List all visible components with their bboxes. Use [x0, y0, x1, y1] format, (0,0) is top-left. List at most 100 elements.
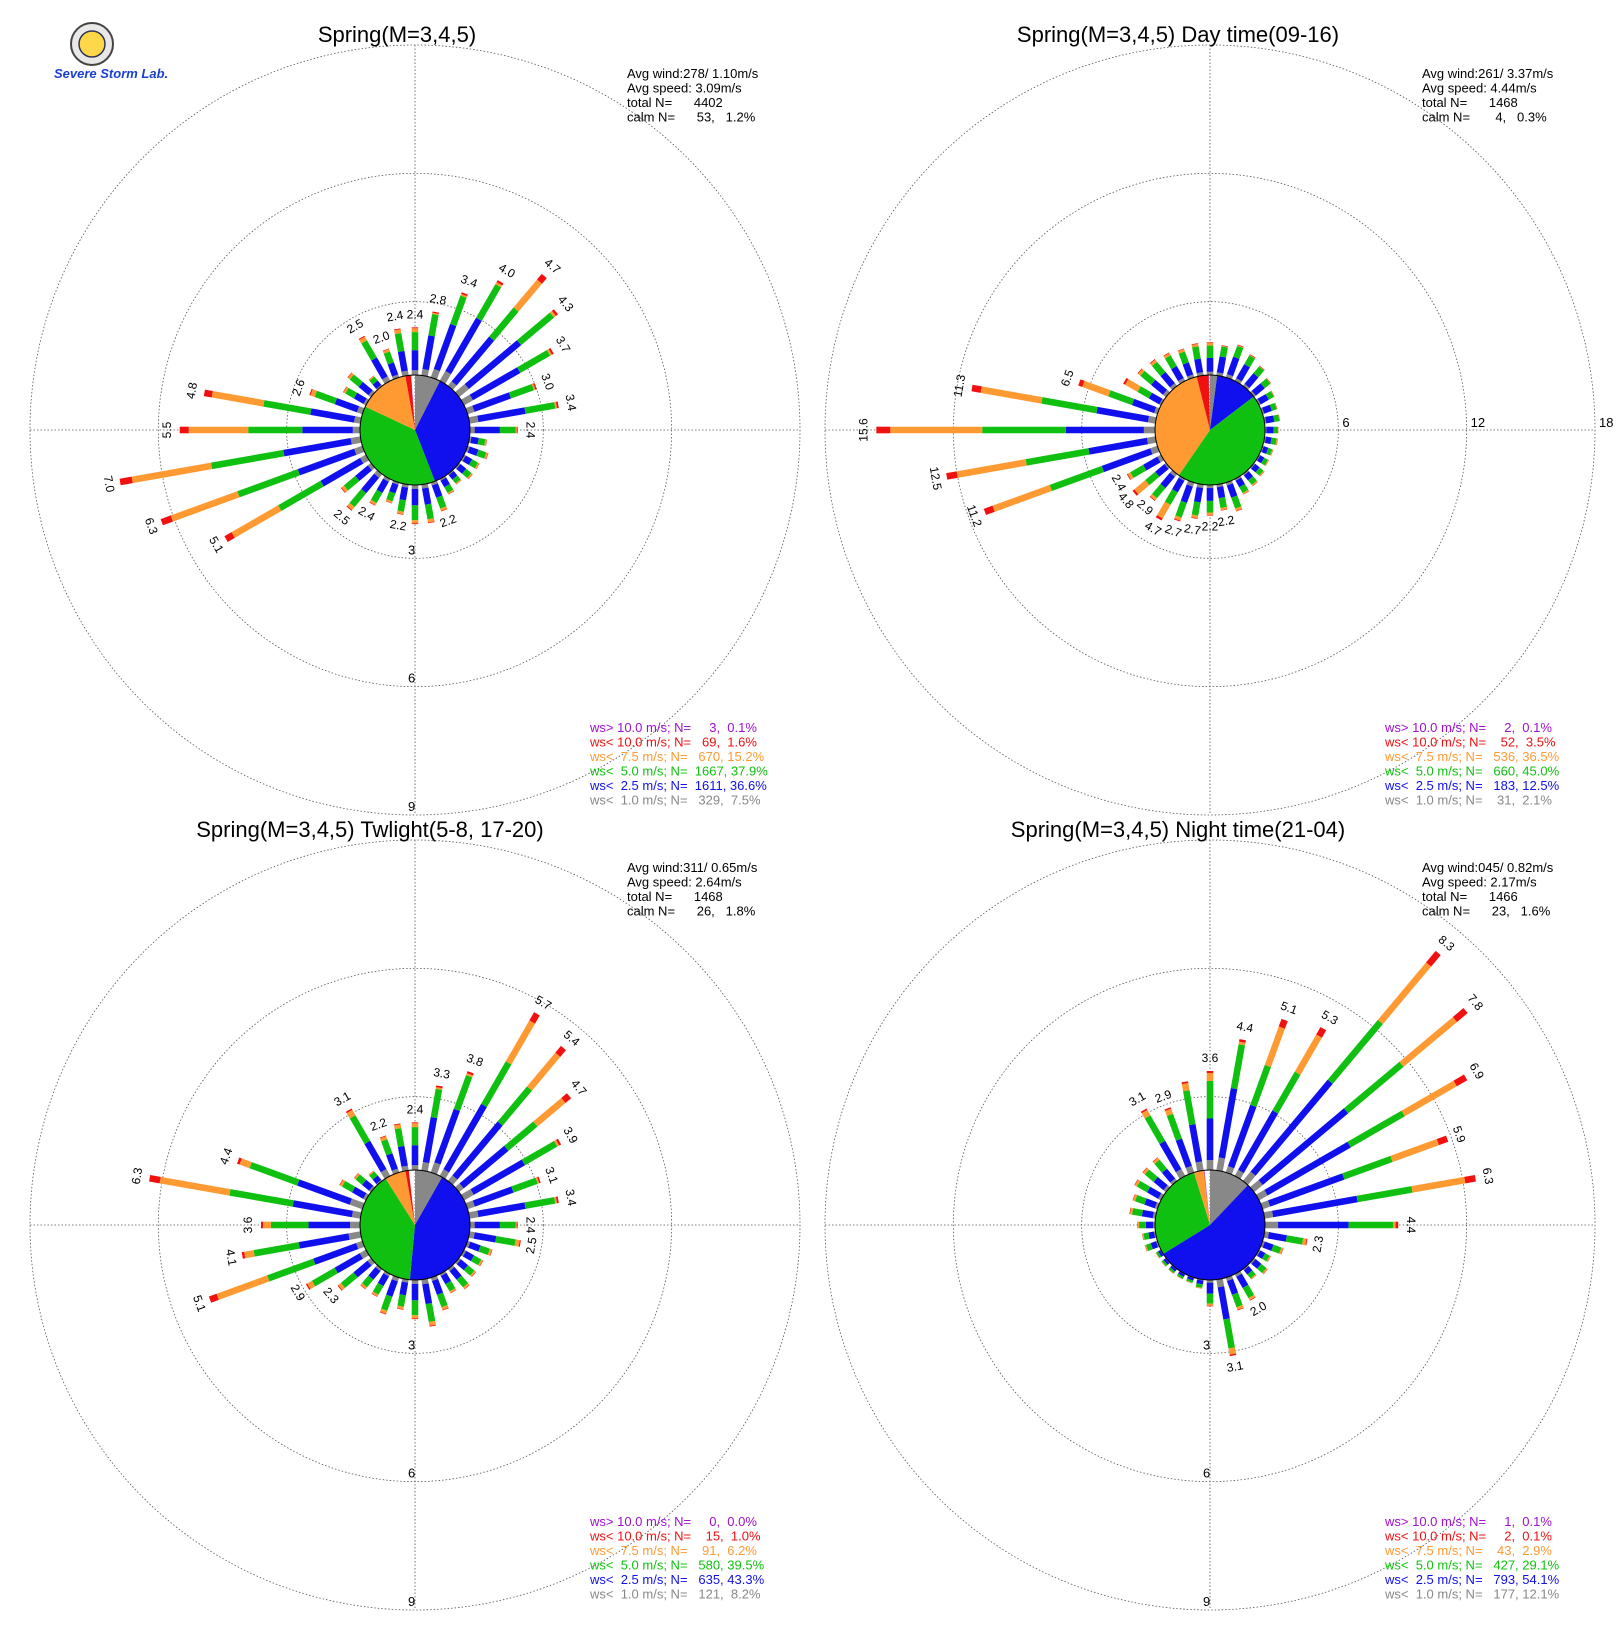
bar-value-label: 3.1	[1226, 1358, 1245, 1375]
direction-bar-segment	[428, 1320, 436, 1326]
stats-line: calm N= 53, 1.2%	[627, 110, 756, 125]
direction-bar-segment	[1230, 1044, 1246, 1090]
direction-bar-segment	[1342, 1155, 1393, 1180]
direction-bar-segment	[1187, 1276, 1195, 1281]
direction-bar-segment	[1145, 1243, 1153, 1252]
direction-bar-segment	[1143, 456, 1161, 471]
direction-bar-segment	[449, 1267, 462, 1280]
direction-bar-segment	[1453, 1074, 1468, 1087]
direction-bar-segment	[1175, 500, 1187, 518]
direction-bar-segment	[350, 436, 362, 445]
direction-bar-segment	[440, 506, 448, 511]
direction-bar-segment	[361, 1275, 374, 1288]
direction-bar-segment	[470, 1255, 482, 1266]
direction-bar-segment	[1195, 1283, 1203, 1288]
direction-bar-segment	[452, 475, 461, 484]
direction-bar-segment	[369, 1171, 378, 1180]
direction-bar-segment	[1231, 1292, 1243, 1308]
direction-bar-segment	[356, 1240, 365, 1250]
direction-bar-segment	[1147, 415, 1157, 424]
direction-bar-segment	[1159, 1140, 1182, 1173]
direction-bar-segment	[343, 386, 349, 394]
direction-bar-segment	[468, 415, 479, 424]
direction-bar-segment	[334, 398, 360, 413]
pie-slice	[360, 1178, 415, 1280]
direction-bar-segment	[391, 1275, 400, 1282]
direction-bar-segment	[1163, 1258, 1170, 1265]
direction-bar-segment	[546, 349, 552, 356]
legend-entry: ws< 5.0 m/s; N= 580, 39.5%	[589, 1558, 765, 1573]
direction-bar-segment	[314, 390, 337, 405]
wind-rose-panel-1: 3 6 9 2.4 2.8 3.4 4.0 4.7 4.3 3.7 3.0 3.4 2.4 2.2 2.2 2…	[29, 22, 801, 816]
direction-bar-segment	[1141, 1209, 1154, 1219]
direction-bar-segment	[421, 1278, 429, 1285]
direction-bar-segment	[1082, 380, 1111, 397]
pie-slice	[405, 1170, 415, 1225]
direction-bar-segment	[1257, 1250, 1266, 1259]
direction-bar-segment	[1251, 1258, 1262, 1269]
direction-bar-segment	[371, 1291, 379, 1297]
direction-bar-segment	[1452, 1007, 1468, 1023]
direction-bar-segment	[551, 309, 559, 316]
direction-bar-segment	[447, 489, 455, 495]
direction-bar-segment	[1196, 372, 1204, 377]
bar-value-label: 4.4	[1404, 1217, 1418, 1234]
direction-bar-segment	[470, 1159, 526, 1195]
direction-bar-segment	[307, 1280, 316, 1290]
direction-bar-segment	[1192, 346, 1201, 360]
direction-bar-segment	[449, 1288, 457, 1293]
bar-value-label: 3.0	[538, 371, 557, 392]
direction-bar-segment	[372, 1175, 382, 1184]
direction-bar-segment	[383, 475, 391, 482]
direction-bar-segment	[1161, 1259, 1168, 1267]
direction-bar-segment	[231, 505, 282, 538]
direction-bar-segment	[436, 1292, 448, 1308]
direction-bar-segment	[467, 473, 473, 480]
direction-bar-segment	[208, 1293, 219, 1303]
bar-value-label: 5.7	[533, 992, 555, 1013]
direction-bar-segment	[397, 1145, 408, 1167]
legend-entry: ws< 10.0 m/s; N= 15, 1.0%	[589, 1529, 761, 1544]
panel-title: Spring(M=3,4,5)	[318, 22, 476, 47]
direction-bar-segment	[1151, 379, 1168, 395]
pie-slice	[415, 1170, 443, 1225]
direction-bar-segment	[484, 452, 489, 460]
direction-bar-segment	[1250, 1079, 1333, 1176]
direction-bar-segment	[422, 1117, 438, 1164]
direction-bar-segment	[425, 1303, 436, 1322]
direction-bar-segment	[439, 370, 452, 385]
direction-bar-segment	[1257, 1263, 1267, 1274]
direction-bar-segment	[372, 380, 382, 389]
direction-bar-segment	[1235, 477, 1245, 488]
legend-entry: ws< 1.0 m/s; N= 31, 2.1%	[1384, 793, 1552, 808]
direction-bar-segment	[349, 1198, 365, 1210]
direction-bar-segment	[1154, 1159, 1167, 1173]
direction-bar-segment	[1262, 1268, 1268, 1275]
direction-bar-segment	[386, 1153, 398, 1171]
bar-value-label: 5.9	[1450, 1124, 1469, 1145]
direction-bar-segment	[1162, 389, 1170, 398]
direction-bar-segment	[1464, 1174, 1476, 1184]
direction-bar-segment	[1141, 1109, 1151, 1119]
bar-value-label: 4.7	[542, 255, 564, 277]
bar-value-label: 3.3	[432, 1065, 451, 1082]
direction-bar-segment	[351, 1210, 362, 1219]
bar-value-label: 2.7	[1183, 521, 1202, 538]
direction-bar-segment	[1251, 480, 1258, 486]
direction-bar-segment	[504, 1121, 538, 1151]
direction-bar-segment	[473, 1232, 497, 1243]
direction-bar-segment	[381, 1139, 393, 1156]
direction-bar-segment	[1248, 1294, 1256, 1301]
direction-bar-segment	[1261, 457, 1269, 466]
direction-bar-segment	[1261, 404, 1272, 414]
bar-value-label: 5.4	[561, 1027, 583, 1049]
direction-bar-segment	[1146, 1186, 1162, 1199]
direction-bar-segment	[203, 389, 213, 398]
direction-bar-segment	[1219, 346, 1228, 358]
bar-value-label: 2.9	[288, 1282, 309, 1304]
direction-bar-segment	[460, 293, 468, 298]
direction-bar-segment	[1234, 1270, 1242, 1277]
pie-slice	[1163, 1185, 1265, 1280]
stats-line: Avg wind:311/ 0.65m/s	[627, 860, 758, 875]
direction-bar-segment	[1244, 355, 1256, 368]
